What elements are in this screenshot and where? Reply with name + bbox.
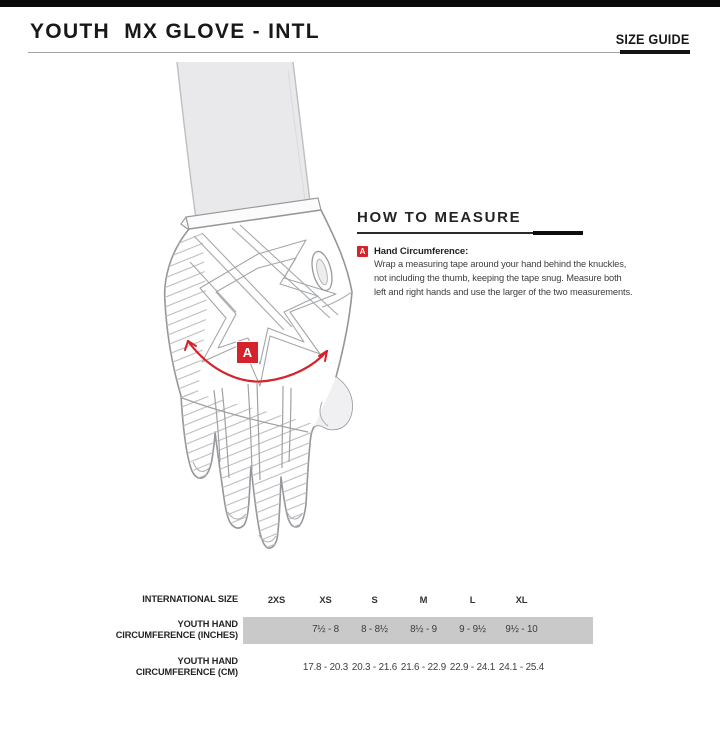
row-label-line: CIRCUMFERENCE (INCHES) — [115, 629, 238, 641]
table-row-international-size: INTERNATIONAL SIZE 2XS XS S M L XL — [0, 591, 720, 607]
size-guide-label: SIZE GUIDE — [616, 32, 690, 47]
table-row-cm: YOUTH HAND CIRCUMFERENCE (CM) 17.8 - 20.… — [0, 649, 720, 685]
row-label-line: CIRCUMFERENCE (CM) — [135, 667, 238, 678]
glove-measure-marker: A — [237, 342, 258, 363]
size-value-cell: 9 - 9½ — [459, 624, 486, 635]
row-label: YOUTH HAND CIRCUMFERENCE (INCHES) — [7, 619, 238, 641]
size-col-m: M — [419, 593, 428, 605]
size-value-cell: 17.8 - 20.3 — [302, 661, 349, 673]
measure-item-line: left and right hands and use the larger … — [374, 286, 633, 297]
highlight-band — [243, 617, 593, 644]
size-col-2xs: 2XS — [267, 593, 286, 605]
size-value-cell: 22.9 - 24.1 — [449, 661, 496, 673]
how-to-measure-divider-accent — [533, 231, 583, 235]
row-label-line: YOUTH HAND — [177, 656, 239, 667]
size-value-cell: 7½ - 8 — [312, 624, 339, 635]
top-black-bar — [0, 0, 720, 7]
measure-item-line: not including the thumb, keeping the tap… — [374, 272, 622, 283]
size-col-s: S — [371, 593, 378, 605]
measure-arc — [184, 339, 329, 383]
size-col-xl: XL — [515, 593, 528, 605]
size-value-cell: 20.3 - 21.6 — [351, 661, 398, 673]
measure-item-line: Wrap a measuring tape around your hand b… — [374, 259, 627, 269]
measure-item-content: Hand Circumference: Wrap a measuring tap… — [374, 245, 633, 299]
row-label: YOUTH HAND CIRCUMFERENCE (CM) — [7, 656, 238, 678]
size-col-l: L — [469, 593, 476, 605]
row-label-line: YOUTH HAND — [177, 618, 239, 630]
size-col-xs: XS — [319, 593, 332, 605]
how-to-measure-divider — [357, 231, 583, 235]
size-value-cell: 21.6 - 22.9 — [400, 661, 447, 673]
page-title: YOUTH MX GLOVE - INTL — [30, 20, 320, 43]
measure-item-title: Hand Circumference: — [374, 246, 469, 257]
row-label: INTERNATIONAL SIZE — [7, 594, 238, 605]
measure-marker-a: A — [357, 246, 368, 257]
table-row-inches: YOUTH HAND CIRCUMFERENCE (INCHES) 7½ - 8… — [0, 615, 720, 644]
how-to-measure-title: HOW TO MEASURE — [357, 209, 522, 226]
header-divider — [28, 52, 690, 53]
size-value-cell: 8 - 8½ — [361, 624, 388, 635]
row-label-line: INTERNATIONAL SIZE — [142, 593, 238, 605]
header-divider-accent — [620, 50, 690, 54]
size-value-cell: 9½ - 10 — [505, 624, 538, 635]
size-value-cell: 24.1 - 25.4 — [498, 661, 545, 673]
size-value-cell: 8½ - 9 — [410, 624, 437, 635]
measure-item: A Hand Circumference: Wrap a measuring t… — [357, 245, 657, 299]
how-to-measure-section: HOW TO MEASURE A Hand Circumference: Wra… — [357, 209, 657, 299]
